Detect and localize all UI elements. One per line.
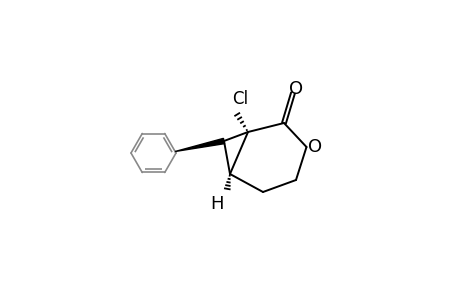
Text: Cl: Cl: [232, 90, 248, 108]
Text: O: O: [288, 80, 302, 98]
Text: H: H: [209, 195, 223, 213]
Text: O: O: [308, 138, 322, 156]
Polygon shape: [175, 138, 224, 152]
